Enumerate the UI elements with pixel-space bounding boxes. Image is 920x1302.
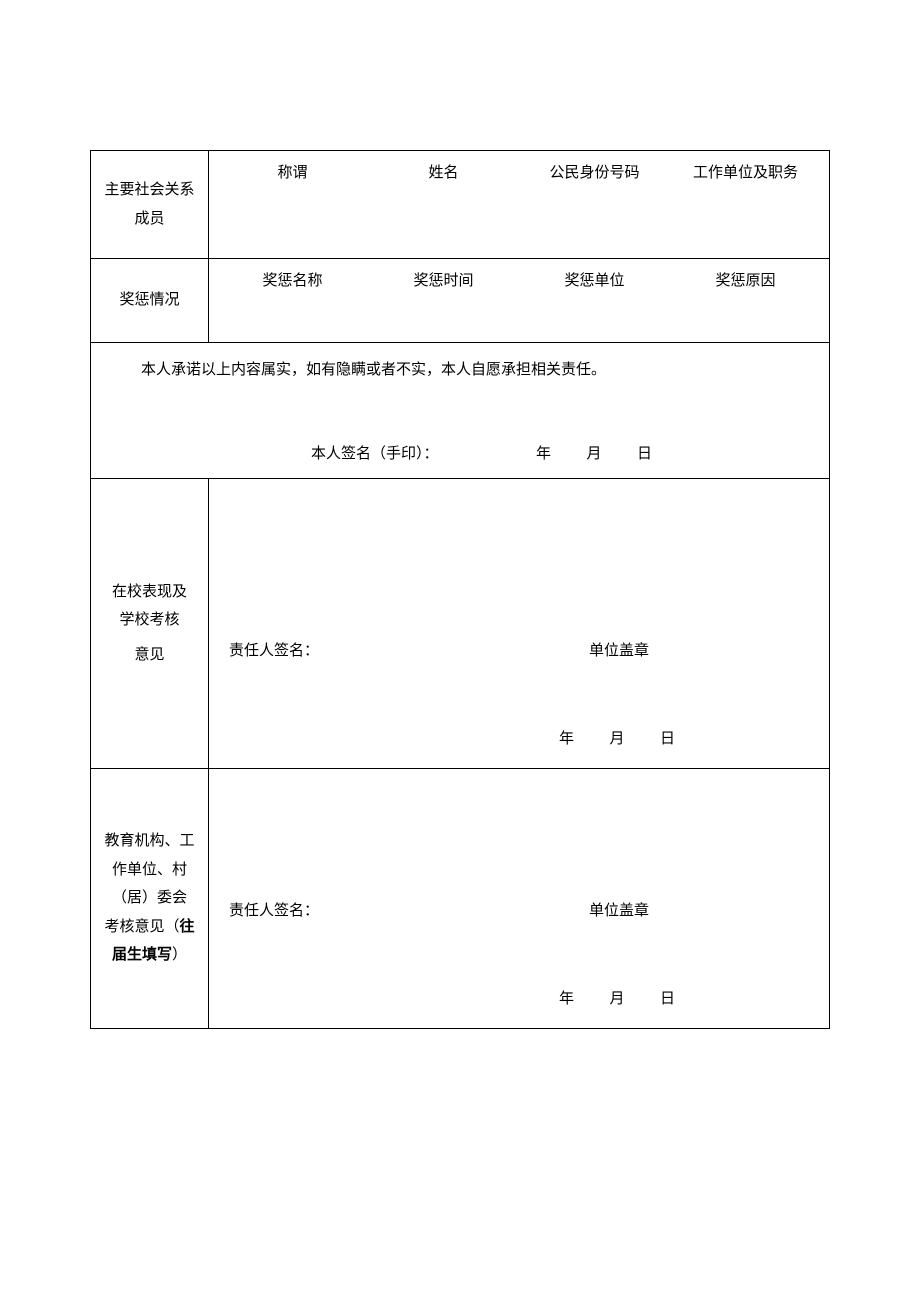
day-label: 日 [637,446,652,462]
label-prefix: 考核意见（ [104,919,179,935]
label-line: 意见 [99,641,200,670]
headers-social-relations: 称谓 姓名 公民身份号码 工作单位及职务 [217,157,821,186]
label-line: 教育机构、工 [99,827,200,856]
label-line: 作单位、村 [99,856,200,885]
row-rewards-punishments: 奖惩情况 奖惩名称 奖惩时间 奖惩单位 奖惩原因 [91,259,830,343]
label-social-relations: 主要社会关系成员 [91,151,209,259]
school-date-line: 年 月 日 [559,727,675,748]
day-label: 日 [660,727,675,748]
unit-stamp-label: 单位盖章 [589,639,649,660]
responsible-signature-label: 责任人签名： [229,899,319,920]
row-edu-opinion: 教育机构、工 作单位、村 （居）委会 考核意见（往 届生填写） 责任人签名： 单… [91,769,830,1029]
month-label: 月 [610,987,625,1008]
header-work-unit: 工作单位及职务 [670,161,821,182]
day-label: 日 [660,987,675,1008]
header-reward-time: 奖惩时间 [368,269,519,290]
unit-stamp-label: 单位盖章 [589,899,649,920]
label-text: 奖惩情况 [119,292,179,308]
month-label: 月 [610,727,625,748]
header-appellation: 称谓 [217,161,368,182]
header-name: 姓名 [368,161,519,182]
label-line: （居）委会 [99,884,200,913]
header-reward-unit: 奖惩单位 [519,269,670,290]
label-line: 学校考核 [99,606,200,635]
label-text: 主要社会关系成员 [104,182,194,227]
headers-rewards-punishments: 奖惩名称 奖惩时间 奖惩单位 奖惩原因 [217,265,821,294]
label-suffix: ） [172,947,187,963]
label-school-opinion: 在校表现及 学校考核 意见 [91,479,209,769]
label-bold: 往 [180,919,195,935]
year-label: 年 [559,987,574,1008]
school-sign-line: 责任人签名： 单位盖章 [229,639,819,660]
declaration-text: 本人承诺以上内容属实，如有隐瞒或者不实，本人自愿承担相关责任。 [111,357,809,384]
content-edu-opinion: 责任人签名： 单位盖章 年 月 日 [209,769,830,1029]
declaration-signature-line: 本人签名（手印）： 年 月 日 [111,442,809,463]
year-label: 年 [536,446,551,462]
label-line: 考核意见（往 [99,913,200,942]
form-table: 主要社会关系成员 称谓 姓名 公民身份号码 工作单位及职务 奖惩情况 奖惩名称 … [90,150,830,1029]
edu-sign-line: 责任人签名： 单位盖章 [229,899,819,920]
month-label: 月 [587,446,602,462]
label-edu-opinion: 教育机构、工 作单位、村 （居）委会 考核意见（往 届生填写） [91,769,209,1029]
declaration-cell: 本人承诺以上内容属实，如有隐瞒或者不实，本人自愿承担相关责任。 本人签名（手印）… [91,343,830,479]
label-line: 在校表现及 [99,578,200,607]
row-social-relations: 主要社会关系成员 称谓 姓名 公民身份号码 工作单位及职务 [91,151,830,259]
label-rewards-punishments: 奖惩情况 [91,259,209,343]
label-bold: 届生填写 [112,947,172,963]
label-line: 届生填写） [99,941,200,970]
content-social-relations: 称谓 姓名 公民身份号码 工作单位及职务 [209,151,830,259]
row-school-opinion: 在校表现及 学校考核 意见 责任人签名： 单位盖章 年 月 日 [91,479,830,769]
signature-label: 本人签名（手印）： [311,446,439,462]
header-id-number: 公民身份号码 [519,161,670,182]
year-label: 年 [559,727,574,748]
content-school-opinion: 责任人签名： 单位盖章 年 月 日 [209,479,830,769]
row-declaration: 本人承诺以上内容属实，如有隐瞒或者不实，本人自愿承担相关责任。 本人签名（手印）… [91,343,830,479]
content-rewards-punishments: 奖惩名称 奖惩时间 奖惩单位 奖惩原因 [209,259,830,343]
header-reward-name: 奖惩名称 [217,269,368,290]
edu-date-line: 年 月 日 [559,987,675,1008]
responsible-signature-label: 责任人签名： [229,639,319,660]
header-reward-reason: 奖惩原因 [670,269,821,290]
